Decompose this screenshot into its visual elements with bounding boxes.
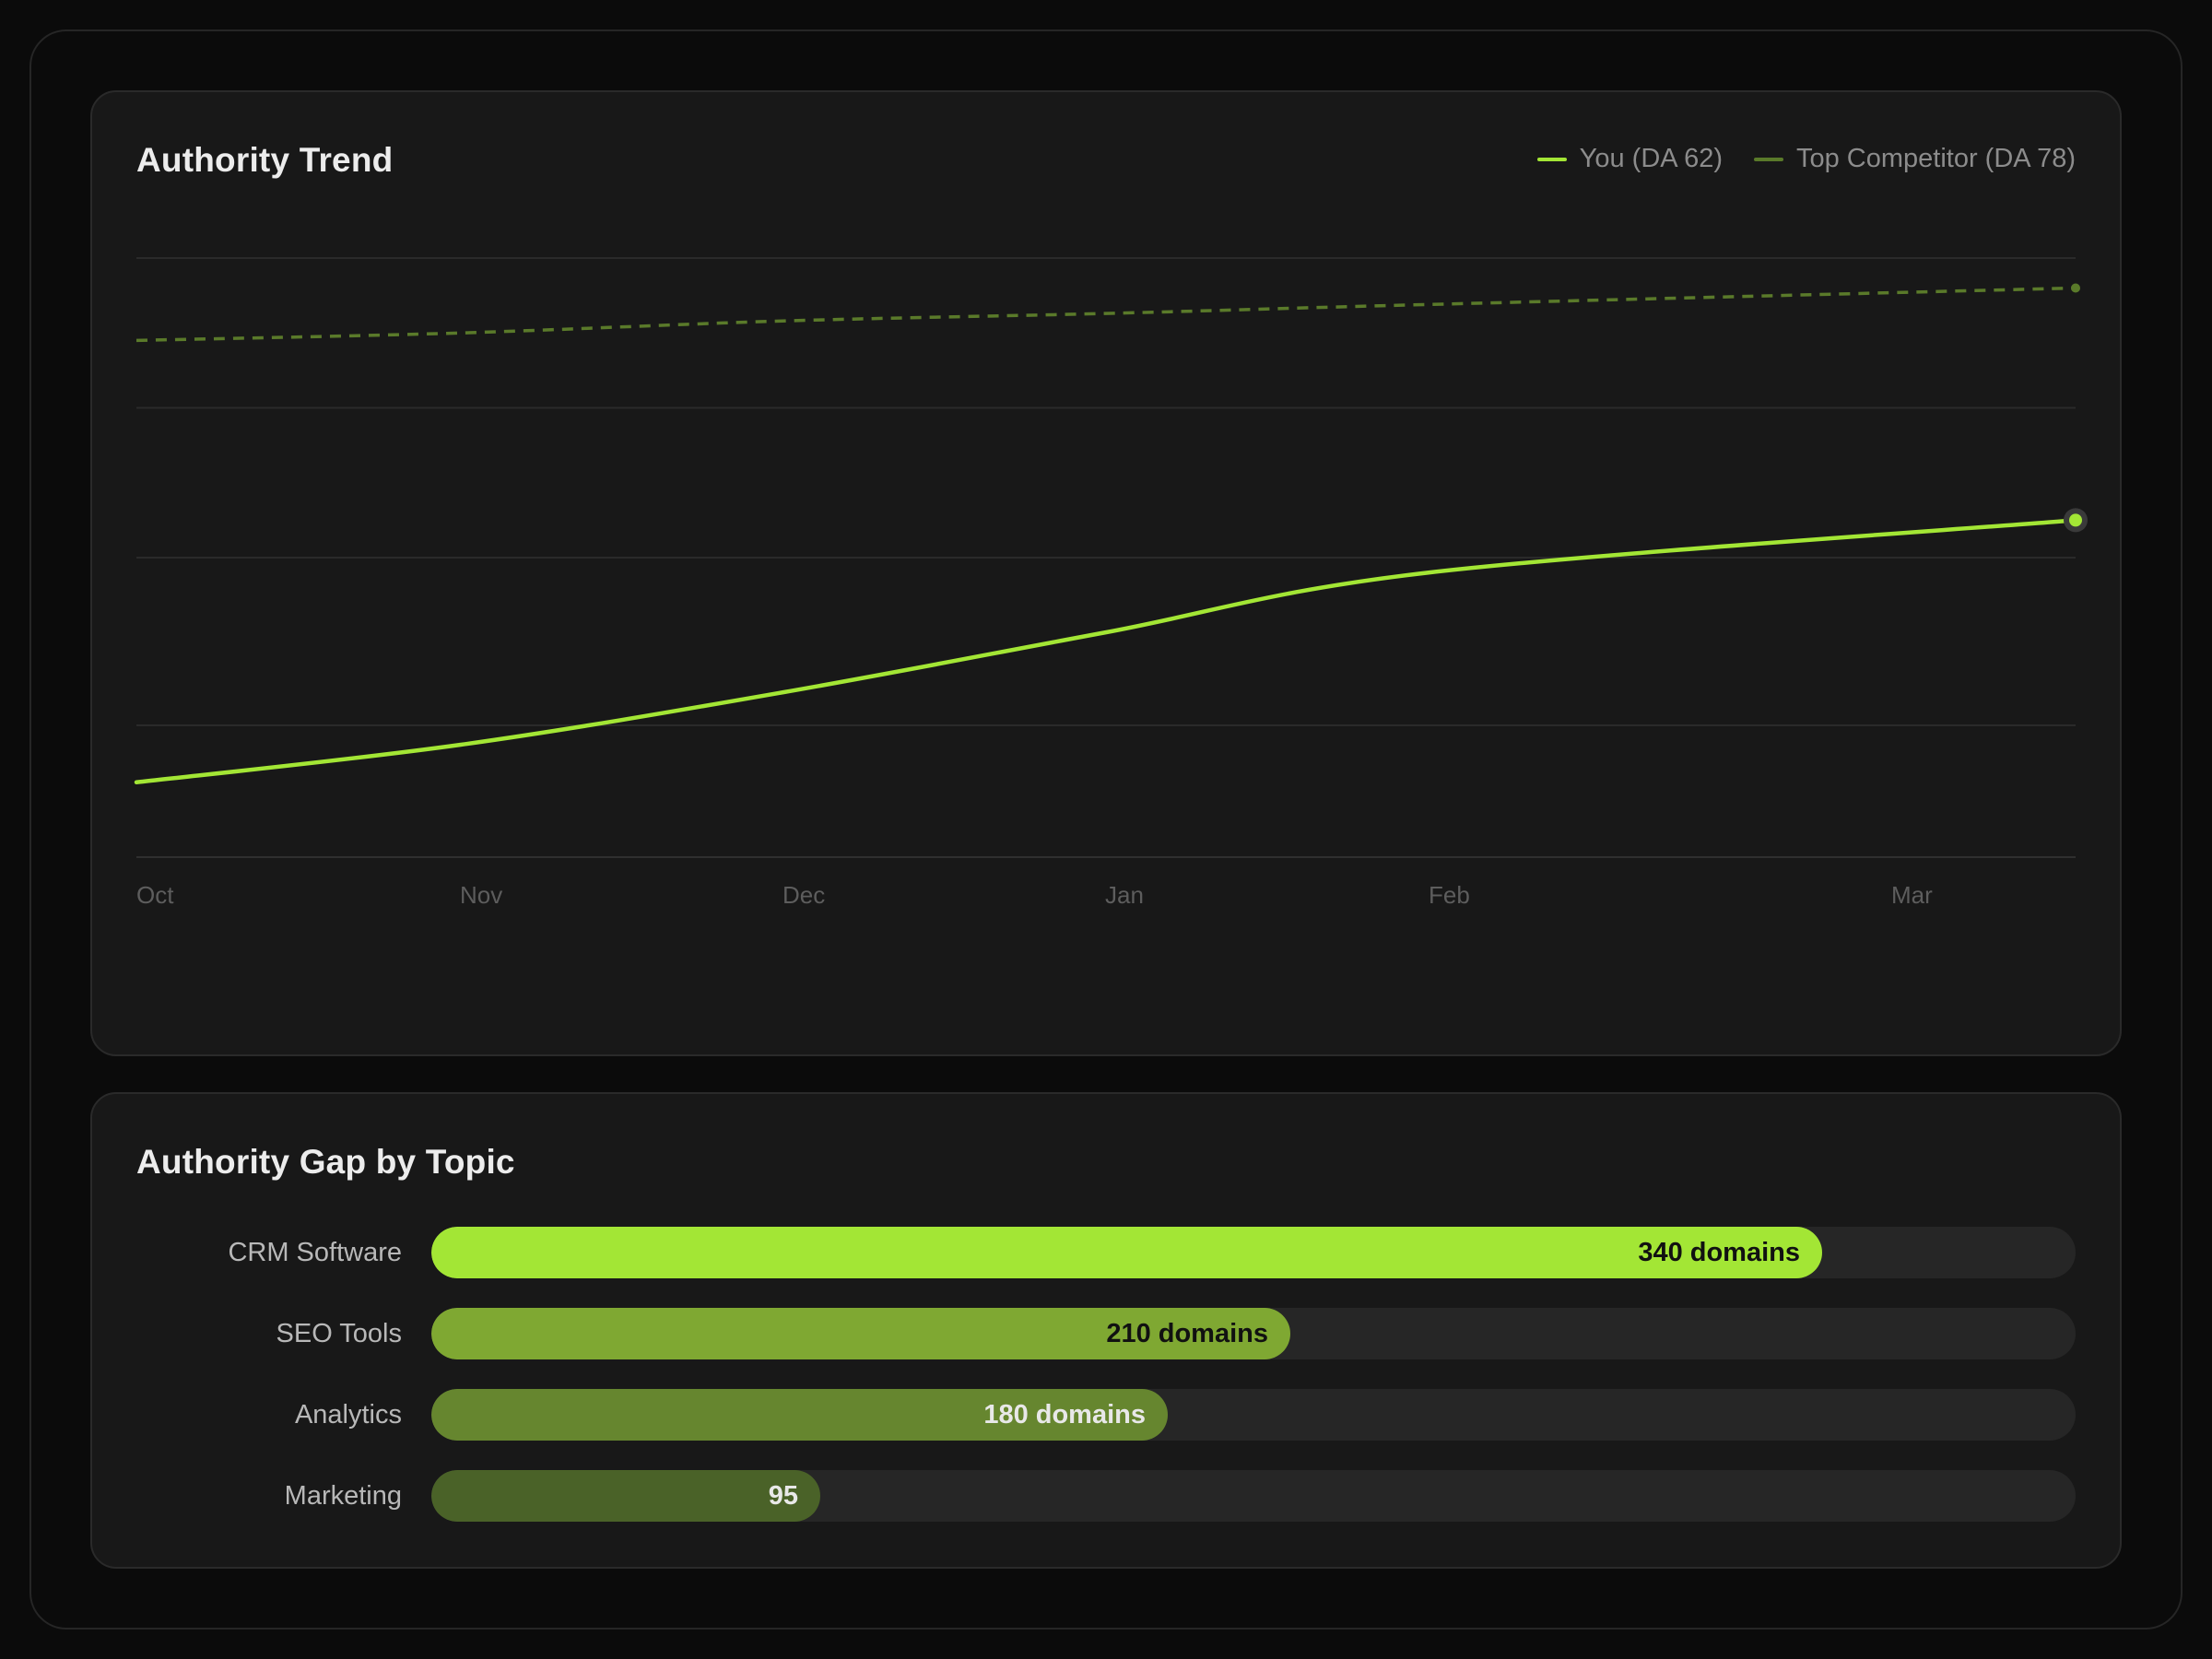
series-line-you: [134, 518, 2078, 784]
bar-category-label: Marketing: [284, 1481, 402, 1511]
legend-item-competitor: Top Competitor (DA 78): [1753, 144, 2076, 174]
legend-label-you: You (DA 62): [1579, 144, 1723, 173]
bar-fill: 180 domains: [431, 1389, 1168, 1441]
series-point-competitor-end: [2071, 283, 2080, 293]
bar-track: 95: [431, 1470, 2076, 1522]
series-line-competitor: [135, 286, 2077, 343]
x-tick-label: Nov: [460, 881, 502, 909]
bar-value-label: 340 domains: [1638, 1238, 1800, 1267]
legend-swatch-you: [1536, 157, 1567, 161]
bar-row: SEO Tools 210 domains: [136, 1307, 2076, 1360]
series-point-you-end: [2069, 513, 2082, 527]
bar-category-label: CRM Software: [228, 1238, 402, 1267]
bar-fill: 210 domains: [431, 1308, 1290, 1359]
bar-fill: 95: [431, 1470, 820, 1522]
bar-value-label: 95: [768, 1481, 798, 1511]
gap-chart-title: Authority Gap by Topic: [136, 1143, 515, 1181]
legend-swatch-competitor: [1753, 157, 1783, 161]
bar-track: 180 domains: [431, 1389, 2076, 1441]
trend-legend: You (DA 62) Top Competitor (DA 78): [1536, 144, 2076, 174]
trend-chart-title: Authority Trend: [136, 141, 394, 179]
x-tick-label: Oct: [136, 881, 174, 909]
bar-row: CRM Software 340 domains: [136, 1226, 2076, 1279]
authority-trend-card: [90, 90, 2122, 1056]
bar-category-label: Analytics: [294, 1400, 402, 1430]
bar-value-label: 210 domains: [1106, 1319, 1268, 1348]
legend-label-competitor: Top Competitor (DA 78): [1795, 144, 2076, 173]
bar-row: Marketing 95: [136, 1469, 2076, 1523]
bar-fill: 340 domains: [431, 1227, 1822, 1278]
x-tick-label: Jan: [1105, 881, 1144, 909]
x-tick-label: Dec: [782, 881, 825, 909]
bar-category-label: SEO Tools: [276, 1319, 402, 1348]
x-tick-label: Feb: [1429, 881, 1470, 909]
x-tick-label: Mar: [1891, 881, 1933, 909]
bar-track: 210 domains: [431, 1308, 2076, 1359]
bar-row: Analytics 180 domains: [136, 1388, 2076, 1441]
legend-item-you: You (DA 62): [1536, 144, 1723, 174]
bar-value-label: 180 domains: [983, 1400, 1146, 1430]
bar-track: 340 domains: [431, 1227, 2076, 1278]
